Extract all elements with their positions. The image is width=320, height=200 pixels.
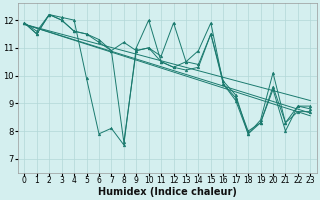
X-axis label: Humidex (Indice chaleur): Humidex (Indice chaleur) [98, 187, 237, 197]
